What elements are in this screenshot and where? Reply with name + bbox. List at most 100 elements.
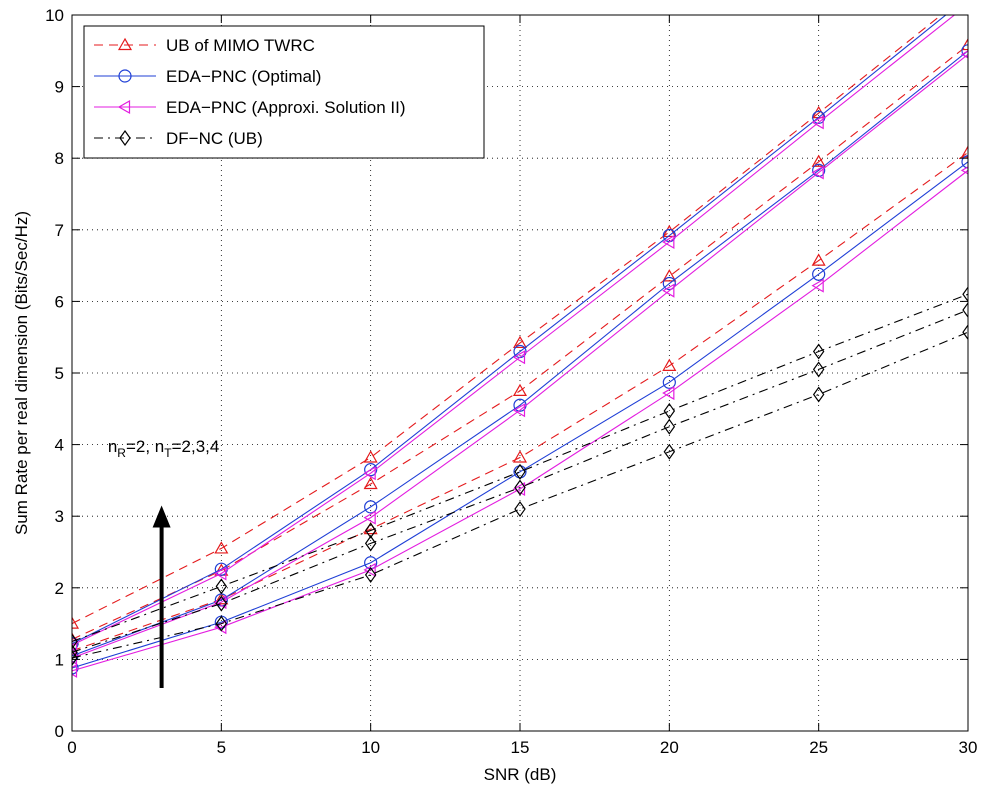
x-axis-label: SNR (dB) [484,765,557,784]
marker-circle [118,69,132,83]
marker-diamond [962,324,968,341]
marker-circle [961,44,968,58]
marker-triangle [72,616,80,629]
marker-diamond [663,443,676,460]
marker-triangle-left [72,663,78,678]
marker-diamond [119,129,131,147]
marker-diamond [215,578,228,595]
series-2 [72,0,973,678]
legend-item: DF−NC (UB) [94,129,263,148]
series-line [72,331,968,659]
marker-triangle [662,358,677,371]
annotation-t-value: =2,3,4 [172,437,220,456]
marker-diamond [514,501,526,518]
y-axis-label: Sum Rate per real dimension (Bits/Sec/Hz… [12,211,31,535]
series-line [72,169,968,672]
y-tick-label: 7 [55,221,64,240]
marker-diamond [215,615,228,632]
marker-triangle-left [662,283,675,298]
x-tick-label: 30 [959,738,978,757]
series-line [72,309,968,653]
marker-triangle-left [72,638,78,653]
x-tick-label: 15 [511,738,530,757]
y-tick-label: 5 [55,364,64,383]
series-line [72,15,947,645]
marker-diamond [812,343,825,360]
marker-circle [812,267,826,281]
marker-triangle-left [811,165,824,180]
marker-triangle-left [512,403,526,418]
marker-triangle [662,269,677,282]
x-tick-label: 0 [67,738,76,757]
marker-diamond [663,402,676,419]
series-line [72,53,968,659]
series-1 [72,0,974,675]
annotation-r-sub: R [117,446,126,460]
y-tick-label: 10 [45,6,64,25]
marker-triangle [960,145,968,158]
marker-diamond [962,301,968,319]
tick-labels: 0 5 10 15 20 25 30 0 1 2 3 4 5 6 7 8 9 10 [45,6,977,757]
annotation-arrow-head [152,505,171,528]
marker-triangle [214,541,229,554]
legend-item: UB of MIMO TWRC [94,36,315,55]
marker-diamond [364,566,377,583]
marker-circle [961,155,968,169]
marker-triangle-left [363,466,376,481]
marker-triangle-left [214,566,227,581]
series-line [72,15,943,625]
marker-circle [72,637,79,651]
marker-triangle [512,383,528,396]
annotation-label: nR=2, nT=2,3,4 [108,437,220,460]
marker-diamond [364,522,377,539]
legend-label: UB of MIMO TWRC [166,36,315,55]
marker-diamond [72,644,78,661]
series-3 [72,286,968,667]
marker-triangle [363,450,378,463]
marker-triangle [811,253,826,266]
legend-label: EDA−PNC (Approxi. Solution II) [166,98,406,117]
series-line [72,44,968,640]
marker-triangle-left [363,510,376,525]
x-tick-label: 20 [660,738,679,757]
legend-item: EDA−PNC (Optimal) [94,67,321,86]
y-tick-label: 8 [55,149,64,168]
marker-circle [364,463,378,477]
x-tick-label: 5 [217,738,226,757]
marker-triangle [512,335,528,349]
marker-diamond [812,386,825,403]
marker-triangle-left [962,0,973,10]
legend: UB of MIMO TWRC EDA−PNC (Optimal) EDA−PNC … [83,25,485,159]
x-tick-label: 25 [809,738,828,757]
marker-diamond [514,463,526,480]
marker-diamond [962,286,968,303]
marker-triangle [811,154,826,167]
series-layer [72,0,974,678]
series-line [72,15,956,646]
marker-circle [662,375,676,389]
legend-box [83,25,485,159]
marker-circle [364,500,378,514]
annotation-n: n [108,437,117,456]
series-0 [72,15,968,656]
marker-diamond [514,479,526,496]
marker-triangle [117,37,133,51]
marker-diamond [72,649,78,667]
marker-circle [962,0,974,3]
marker-triangle-left [662,386,675,401]
marker-triangle [662,224,677,238]
marker-triangle [960,37,968,51]
marker-diamond [215,595,228,612]
marker-triangle-left [512,350,526,365]
annotation-t-sub: T [164,446,172,460]
marker-triangle-left [662,234,675,250]
marker-triangle-left [117,99,131,115]
annotation: nR=2, nT=2,3,4 [108,437,220,689]
marker-diamond [812,361,825,378]
marker-diamond [364,535,377,552]
series-line [72,293,968,643]
series-line [72,161,968,669]
marker-circle [662,276,676,291]
marker-triangle-left [363,562,376,577]
